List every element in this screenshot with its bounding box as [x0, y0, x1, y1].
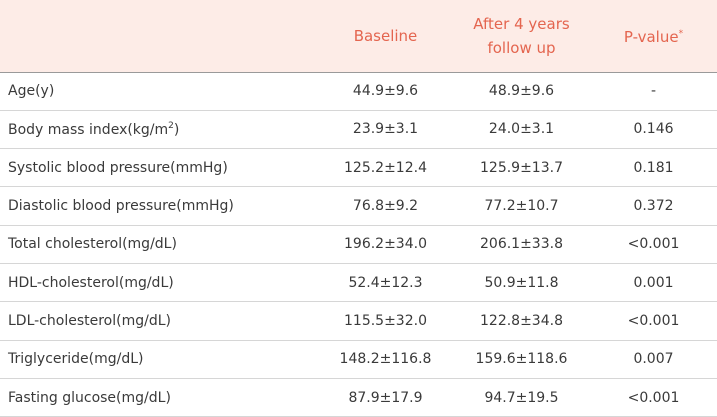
pvalue-cell: 0.181 [590, 148, 717, 188]
baseline-cell: 115.5±32.0 [318, 301, 453, 341]
baseline-cell: 76.8±9.2 [318, 186, 453, 226]
footnote-mark: * [678, 29, 684, 40]
row-label-text: Systolic blood pressure(mmHg) [8, 159, 228, 176]
followup-cell: 48.9±9.6 [453, 72, 590, 111]
row-label: Body mass index(kg/m2) [0, 110, 318, 150]
row-label-text: Triglyceride(mg/dL) [8, 351, 144, 368]
row-label: Fasting glucose(mg/dL) [0, 378, 318, 417]
baseline-cell: 148.2±116.8 [318, 340, 453, 379]
pvalue-cell: <0.001 [590, 378, 717, 417]
row-label: Systolic blood pressure(mmHg) [0, 148, 318, 188]
header-cell: Baseline [318, 0, 453, 73]
row-label: HDL-cholesterol(mg/dL) [0, 263, 318, 303]
header-row: Baseline After 4 years follow up P-value… [0, 0, 717, 73]
header-text: P-value [623, 28, 679, 47]
row-label-text: Diastolic blood pressure(mmHg) [8, 198, 234, 215]
row-label: Triglyceride(mg/dL) [0, 340, 318, 379]
row-label-text: Age(y) [8, 83, 55, 100]
pvalue-cell: 0.146 [590, 110, 717, 150]
table-row: Systolic blood pressure(mmHg) 125.2±12.4 1… [0, 148, 717, 188]
baseline-cell: 196.2±34.0 [318, 225, 453, 264]
header-text: After 4 years follow up [473, 14, 570, 57]
pvalue-cell: 0.001 [590, 263, 717, 303]
followup-cell: 50.9±11.8 [453, 263, 590, 303]
table-row: Total cholesterol(mg/dL) 196.2±34.0 206.1±… [0, 225, 717, 264]
superscript: 2 [168, 120, 174, 131]
row-label-text: HDL-cholesterol(mg/dL) [8, 274, 174, 291]
header-cell: P-value* [590, 0, 717, 73]
row-label: Diastolic blood pressure(mmHg) [0, 186, 318, 226]
table-row: LDL-cholesterol(mg/dL) 115.5±32.0 122.8±34… [0, 301, 717, 341]
row-label: LDL-cholesterol(mg/dL) [0, 301, 318, 341]
followup-cell: 24.0±3.1 [453, 110, 590, 150]
table-row: Triglyceride(mg/dL) 148.2±116.8 159.6±118.… [0, 340, 717, 379]
row-label-text: Fasting glucose(mg/dL) [8, 389, 171, 406]
baseline-cell: 44.9±9.6 [318, 72, 453, 111]
header-cell: After 4 years follow up [453, 0, 590, 73]
row-label-text: LDL-cholesterol(mg/dL) [8, 312, 171, 329]
row-label-text: Body mass index(kg/m [8, 121, 169, 138]
pvalue-cell: <0.001 [590, 301, 717, 341]
baseline-cell: 87.9±17.9 [318, 378, 453, 417]
baseline-cell: 23.9±3.1 [318, 110, 453, 150]
followup-cell: 206.1±33.8 [453, 225, 590, 264]
pvalue-cell: - [590, 72, 717, 111]
pvalue-cell: 0.007 [590, 340, 717, 379]
pvalue-cell: 0.372 [590, 186, 717, 226]
followup-cell: 122.8±34.8 [453, 301, 590, 341]
row-label: Total cholesterol(mg/dL) [0, 225, 318, 264]
pvalue-cell: <0.001 [590, 225, 717, 264]
followup-cell: 94.7±19.5 [453, 378, 590, 417]
followup-cell: 159.6±118.6 [453, 340, 590, 379]
table-row: Fasting glucose(mg/dL) 87.9±17.9 94.7±19.5… [0, 378, 717, 417]
followup-cell: 77.2±10.7 [453, 186, 590, 226]
table-row: Age(y) 44.9±9.6 48.9±9.6- [0, 72, 717, 111]
header-cell [0, 0, 318, 73]
row-label-text: ) [173, 121, 180, 138]
baseline-cell: 125.2±12.4 [318, 148, 453, 188]
followup-cell: 125.9±13.7 [453, 148, 590, 188]
row-label-text: Total cholesterol(mg/dL) [8, 236, 177, 253]
table-row: Diastolic blood pressure(mmHg) 76.8±9.2 77… [0, 186, 717, 226]
row-label: Age(y) [0, 72, 318, 111]
baseline-cell: 52.4±12.3 [318, 263, 453, 303]
table-row: Body mass index(kg/m2) 23.9±3.1 24.0±3.1 0.… [0, 110, 717, 150]
table-row: HDL-cholesterol(mg/dL) 52.4±12.3 50.9±11.8… [0, 263, 717, 303]
